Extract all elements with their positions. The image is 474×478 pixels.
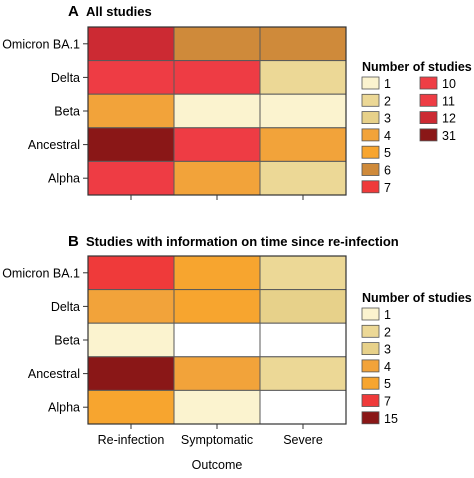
legend-label: 7 bbox=[384, 181, 391, 195]
row-label: Omicron BA.1 bbox=[2, 37, 80, 51]
legend-label: 15 bbox=[384, 412, 398, 426]
heatmap-cell bbox=[87, 60, 175, 95]
legend-swatch bbox=[361, 307, 380, 321]
heatmap-cell bbox=[87, 160, 175, 196]
legend-swatch bbox=[361, 394, 380, 407]
legend-swatch bbox=[361, 376, 380, 390]
legend-swatch bbox=[419, 111, 438, 124]
row-label: Delta bbox=[51, 300, 80, 314]
heatmap-cell bbox=[173, 356, 261, 391]
heatmap-cell bbox=[259, 26, 347, 62]
legend-label: 12 bbox=[442, 112, 456, 126]
heatmap-cell bbox=[259, 60, 347, 95]
heatmap-cell bbox=[173, 93, 261, 129]
column-label: Re-infection bbox=[98, 433, 165, 447]
heatmap-cell bbox=[259, 160, 347, 196]
legend-label: 10 bbox=[442, 77, 456, 91]
panel-title-B: Studies with information on time since r… bbox=[86, 234, 399, 249]
legend-swatch bbox=[361, 411, 380, 425]
legend-swatch bbox=[419, 93, 438, 107]
legend-label: 2 bbox=[384, 94, 391, 108]
heatmap-cell bbox=[259, 322, 347, 358]
legend-label: 4 bbox=[384, 360, 391, 374]
heatmap-cell bbox=[87, 26, 175, 62]
legend-swatch bbox=[361, 163, 380, 176]
heatmap-cell bbox=[87, 322, 175, 358]
heatmap-cell bbox=[259, 93, 347, 129]
row-label: Ancestral bbox=[28, 367, 80, 381]
heatmap-cell bbox=[259, 289, 347, 324]
heatmap-cell bbox=[87, 356, 175, 391]
legend-title: Number of studies bbox=[362, 291, 472, 305]
legend-label: 6 bbox=[384, 164, 391, 178]
legend-swatch bbox=[361, 180, 380, 194]
heatmap-cell bbox=[87, 127, 175, 162]
heatmap-cell bbox=[173, 60, 261, 95]
heatmap-cell bbox=[87, 289, 175, 324]
legend-swatch bbox=[419, 128, 438, 142]
legend-swatch bbox=[361, 76, 380, 90]
legend-swatch bbox=[419, 76, 438, 90]
panel-letter-A: A bbox=[68, 3, 79, 20]
legend-swatch bbox=[361, 324, 380, 338]
heatmap-cell bbox=[173, 322, 261, 358]
legend-label: 3 bbox=[384, 343, 391, 357]
legend-label: 11 bbox=[442, 94, 455, 108]
legend-label: 3 bbox=[384, 112, 391, 126]
legend-swatch bbox=[361, 342, 380, 356]
legend-label: 5 bbox=[384, 146, 391, 160]
row-label: Ancestral bbox=[28, 138, 80, 152]
row-label: Omicron BA.1 bbox=[2, 266, 80, 280]
x-axis-title: Outcome bbox=[192, 458, 243, 472]
heatmap-cell bbox=[259, 127, 347, 162]
legend-swatch bbox=[361, 359, 380, 373]
panel-letter-B: B bbox=[68, 233, 79, 250]
heatmap-cell bbox=[87, 93, 175, 129]
column-label: Severe bbox=[283, 433, 323, 447]
legend-label: 31 bbox=[442, 129, 456, 143]
legend-swatch bbox=[361, 128, 380, 142]
heatmap-cell bbox=[173, 389, 261, 425]
row-label: Delta bbox=[51, 71, 80, 85]
heatmap-cell bbox=[259, 255, 347, 291]
heatmap-cell bbox=[259, 389, 347, 425]
legend-label: 1 bbox=[384, 77, 391, 91]
legend-title: Number of studies bbox=[362, 60, 472, 74]
row-label: Beta bbox=[54, 105, 80, 119]
heatmap-cell bbox=[173, 255, 261, 291]
heatmap-cell bbox=[87, 389, 175, 425]
heatmap-cell bbox=[87, 255, 175, 291]
legend-swatch bbox=[361, 93, 380, 107]
legend-label: 2 bbox=[384, 325, 391, 339]
heatmap-cell bbox=[173, 26, 261, 62]
row-label: Alpha bbox=[48, 401, 80, 415]
column-label: Symptomatic bbox=[181, 433, 253, 447]
row-label: Alpha bbox=[48, 172, 80, 186]
row-label: Beta bbox=[54, 334, 80, 348]
legend-label: 5 bbox=[384, 377, 391, 391]
legend-swatch bbox=[361, 145, 380, 159]
legend-label: 7 bbox=[384, 395, 391, 409]
heatmap-cell bbox=[173, 127, 261, 162]
heatmap-cell bbox=[259, 356, 347, 391]
legend-label: 4 bbox=[384, 129, 391, 143]
heatmap-cell bbox=[173, 289, 261, 324]
legend-swatch bbox=[361, 111, 380, 124]
heatmap-cell bbox=[173, 160, 261, 196]
panel-title-A: All studies bbox=[86, 4, 152, 19]
legend-label: 1 bbox=[384, 308, 391, 322]
